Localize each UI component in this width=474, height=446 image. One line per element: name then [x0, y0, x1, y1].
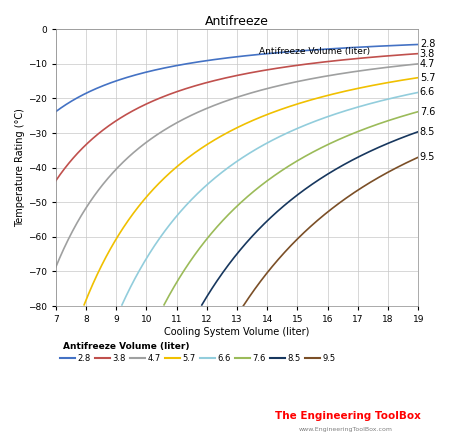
Y-axis label: Temperature Rating (°C): Temperature Rating (°C) — [15, 108, 25, 227]
Text: 9.5: 9.5 — [420, 152, 435, 162]
8.5 — [415, 129, 421, 134]
Text: Antifreeze Volume (liter): Antifreeze Volume (liter) — [63, 342, 190, 351]
5.7 — [81, 302, 87, 307]
Line: 4.7: 4.7 — [56, 64, 418, 267]
6.6 — [323, 115, 329, 120]
4.7 — [249, 90, 255, 95]
8.5 — [393, 137, 399, 143]
2.8 — [415, 42, 421, 47]
9.5 — [246, 295, 252, 300]
Text: 3.8: 3.8 — [420, 49, 435, 58]
X-axis label: Cooling System Volume (liter): Cooling System Volume (liter) — [164, 327, 310, 337]
6.6 — [275, 135, 281, 140]
3.8 — [228, 74, 233, 79]
9.5 — [303, 228, 309, 234]
4.7 — [225, 98, 231, 103]
Title: Antifreeze: Antifreeze — [205, 15, 269, 28]
Line: 7.6: 7.6 — [164, 112, 418, 305]
3.8 — [415, 51, 421, 56]
7.6 — [263, 179, 269, 185]
7.6 — [281, 166, 287, 172]
5.7 — [349, 87, 355, 92]
8.5 — [314, 178, 320, 183]
3.8 — [53, 178, 59, 183]
6.6 — [119, 302, 125, 308]
Text: 2.8: 2.8 — [420, 39, 435, 50]
8.5 — [269, 214, 275, 219]
4.7 — [407, 62, 412, 67]
Line: 5.7: 5.7 — [84, 78, 418, 305]
7.6 — [389, 117, 394, 122]
4.7 — [228, 97, 233, 102]
2.8 — [225, 55, 231, 61]
7.6 — [291, 161, 296, 166]
3.8 — [269, 66, 274, 72]
2.8 — [350, 45, 356, 50]
9.5 — [415, 155, 421, 160]
3.8 — [249, 70, 255, 75]
Text: The Engineering ToolBox: The Engineering ToolBox — [275, 412, 421, 421]
8.5 — [370, 148, 375, 153]
8.5 — [199, 302, 205, 308]
6.6 — [298, 124, 303, 130]
7.6 — [415, 109, 421, 114]
2.8 — [249, 53, 255, 58]
9.5 — [356, 186, 362, 192]
4.7 — [415, 61, 421, 66]
3.8 — [350, 56, 356, 62]
9.5 — [339, 198, 345, 204]
5.7 — [198, 146, 204, 151]
9.5 — [333, 202, 339, 208]
Line: 9.5: 9.5 — [243, 157, 418, 306]
9.5 — [240, 303, 246, 309]
7.6 — [161, 302, 167, 308]
2.8 — [269, 50, 274, 56]
5.7 — [291, 102, 297, 107]
6.6 — [415, 90, 421, 95]
5.7 — [107, 248, 112, 253]
Text: 8.5: 8.5 — [420, 127, 435, 136]
8.5 — [204, 294, 210, 299]
5.7 — [415, 75, 421, 80]
2.8 — [407, 42, 412, 47]
8.5 — [335, 165, 340, 171]
6.6 — [311, 119, 317, 124]
Text: www.EngineeringToolBox.com: www.EngineeringToolBox.com — [299, 427, 392, 432]
Line: 2.8: 2.8 — [56, 45, 418, 112]
7.6 — [280, 167, 286, 172]
2.8 — [228, 55, 233, 60]
5.7 — [308, 97, 314, 103]
Text: 6.6: 6.6 — [420, 87, 435, 97]
Text: Antifreeze Volume (liter): Antifreeze Volume (liter) — [259, 47, 370, 56]
9.5 — [331, 204, 337, 210]
7.6 — [375, 121, 381, 127]
3.8 — [225, 75, 231, 80]
Legend: 2.8, 3.8, 4.7, 5.7, 6.6, 7.6, 8.5, 9.5: 2.8, 3.8, 4.7, 5.7, 6.6, 7.6, 8.5, 9.5 — [60, 354, 336, 363]
Text: 5.7: 5.7 — [420, 73, 435, 83]
Text: 7.6: 7.6 — [420, 107, 435, 117]
4.7 — [269, 85, 274, 90]
Line: 6.6: 6.6 — [122, 92, 418, 305]
2.8 — [53, 109, 59, 114]
Line: 3.8: 3.8 — [56, 54, 418, 181]
Line: 8.5: 8.5 — [202, 132, 418, 305]
4.7 — [53, 264, 59, 270]
4.7 — [350, 69, 356, 74]
5.7 — [365, 84, 370, 89]
6.6 — [324, 114, 329, 120]
Text: 4.7: 4.7 — [420, 59, 435, 69]
3.8 — [407, 52, 412, 57]
6.6 — [175, 212, 181, 217]
